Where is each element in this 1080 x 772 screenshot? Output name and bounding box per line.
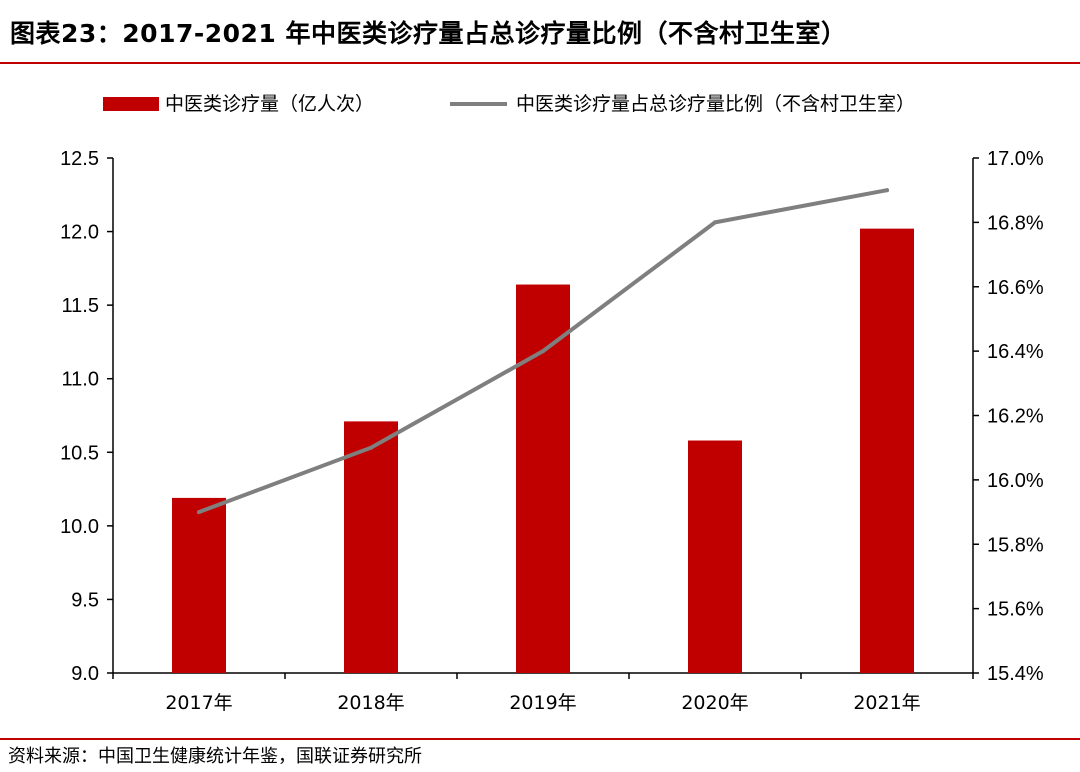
bar-2021年	[860, 228, 914, 673]
bars	[172, 228, 914, 673]
bottom-rule	[0, 738, 1080, 740]
right-tick-label: 15.8%	[987, 534, 1044, 556]
right-tick-label: 16.6%	[987, 277, 1044, 299]
right-tick-label: 15.6%	[987, 599, 1044, 621]
source-note: 资料来源：中国卫生健康统计年鉴，国联证券研究所	[8, 746, 422, 767]
right-tick-label: 17.0%	[987, 148, 1044, 170]
left-tick-label: 11.0	[62, 369, 99, 391]
legend-bar-label: 中医类诊疗量（亿人次）	[165, 93, 374, 115]
x-tick-label: 2018年	[337, 692, 404, 714]
right-tick-label: 15.4%	[987, 663, 1044, 685]
left-tick-label: 12.0	[60, 222, 99, 244]
ratio-point-2017年	[197, 510, 201, 515]
top-rule	[0, 62, 1080, 64]
right-tick-label: 16.0%	[987, 470, 1044, 492]
ratio-point-2019年	[541, 349, 545, 354]
left-tick-label: 12.5	[60, 148, 99, 170]
bar-2019年	[516, 284, 570, 673]
bar-2017年	[172, 497, 226, 673]
legend: 中医类诊疗量（亿人次） 中医类诊疗量占总诊疗量比例（不含村卫生室）	[103, 93, 915, 115]
left-tick-label: 10.0	[60, 516, 99, 538]
ratio-line-group	[197, 188, 889, 515]
ratio-point-2018年	[369, 445, 373, 450]
title-bar: 图表23：2017-2021 年中医类诊疗量占总诊疗量比例（不含村卫生室）	[0, 0, 1080, 64]
legend-bar-swatch	[103, 97, 159, 111]
right-tick-label: 16.2%	[987, 406, 1044, 428]
ratio-point-2020年	[713, 220, 717, 225]
bar-2020年	[688, 440, 742, 673]
tick-labels: 9.0 9.5 10.0 10.5 11.0 11.5 12.0 12.5 15.4% 15.6%…	[60, 148, 1044, 714]
chart-title: 图表23：2017-2021 年中医类诊疗量占总诊疗量比例（不含村卫生室）	[10, 19, 847, 48]
legend-line-label: 中医类诊疗量占总诊疗量比例（不含村卫生室）	[516, 93, 915, 115]
left-tick-label: 10.5	[60, 442, 99, 464]
x-tick-label: 2020年	[681, 692, 748, 714]
left-tick-label: 11.5	[62, 295, 99, 317]
x-tick-label: 2017年	[165, 692, 232, 714]
left-tick-label: 9.0	[71, 663, 99, 685]
right-tick-label: 16.8%	[987, 212, 1044, 234]
left-tick-label: 9.5	[71, 589, 99, 611]
x-tick-label: 2021年	[853, 692, 920, 714]
right-tick-label: 16.4%	[987, 341, 1044, 363]
ratio-point-2021年	[885, 188, 889, 193]
x-tick-label: 2019年	[509, 692, 576, 714]
bar-2018年	[344, 421, 398, 673]
